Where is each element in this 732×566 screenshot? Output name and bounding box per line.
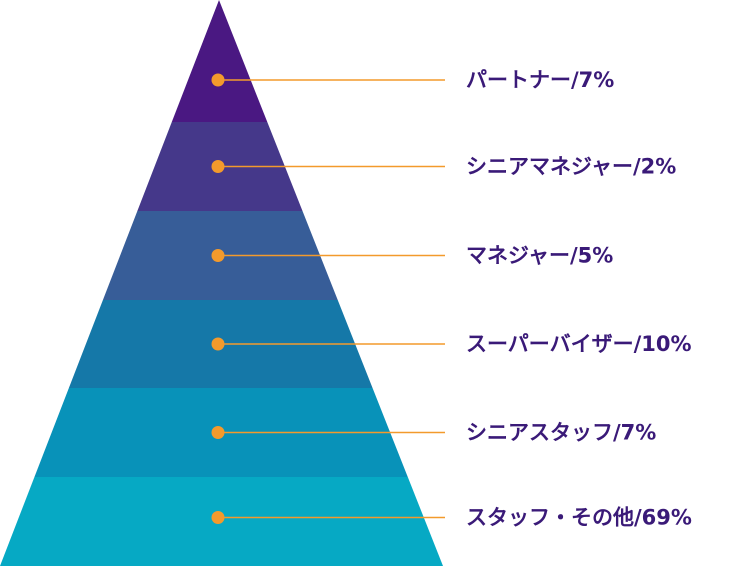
tier-marker-dot xyxy=(211,511,225,524)
tier-marker-dot xyxy=(211,249,225,262)
tier-label: マネジャー/5% xyxy=(466,244,613,268)
tier-labels: パートナー/7% シニアマネジャー/2% マネジャー/5% スーパーバイザー/10% シ… xyxy=(466,68,692,530)
pyramid-tier-1 xyxy=(171,0,268,122)
tier-marker-dot xyxy=(211,337,225,351)
tier-label: シニアマネジャー/2% xyxy=(466,155,676,179)
tier-marker-dot xyxy=(211,160,225,173)
tier-connectors xyxy=(211,73,445,524)
tier-marker-dot xyxy=(211,426,225,439)
tier-label: スーパーバイザー/10% xyxy=(466,332,692,356)
tier-label: シニアスタッフ/7% xyxy=(466,421,656,445)
tier-marker-dot xyxy=(211,73,225,87)
tier-label: スタッフ・その他/69% xyxy=(466,506,692,530)
tier-label: パートナー/7% xyxy=(466,68,614,92)
